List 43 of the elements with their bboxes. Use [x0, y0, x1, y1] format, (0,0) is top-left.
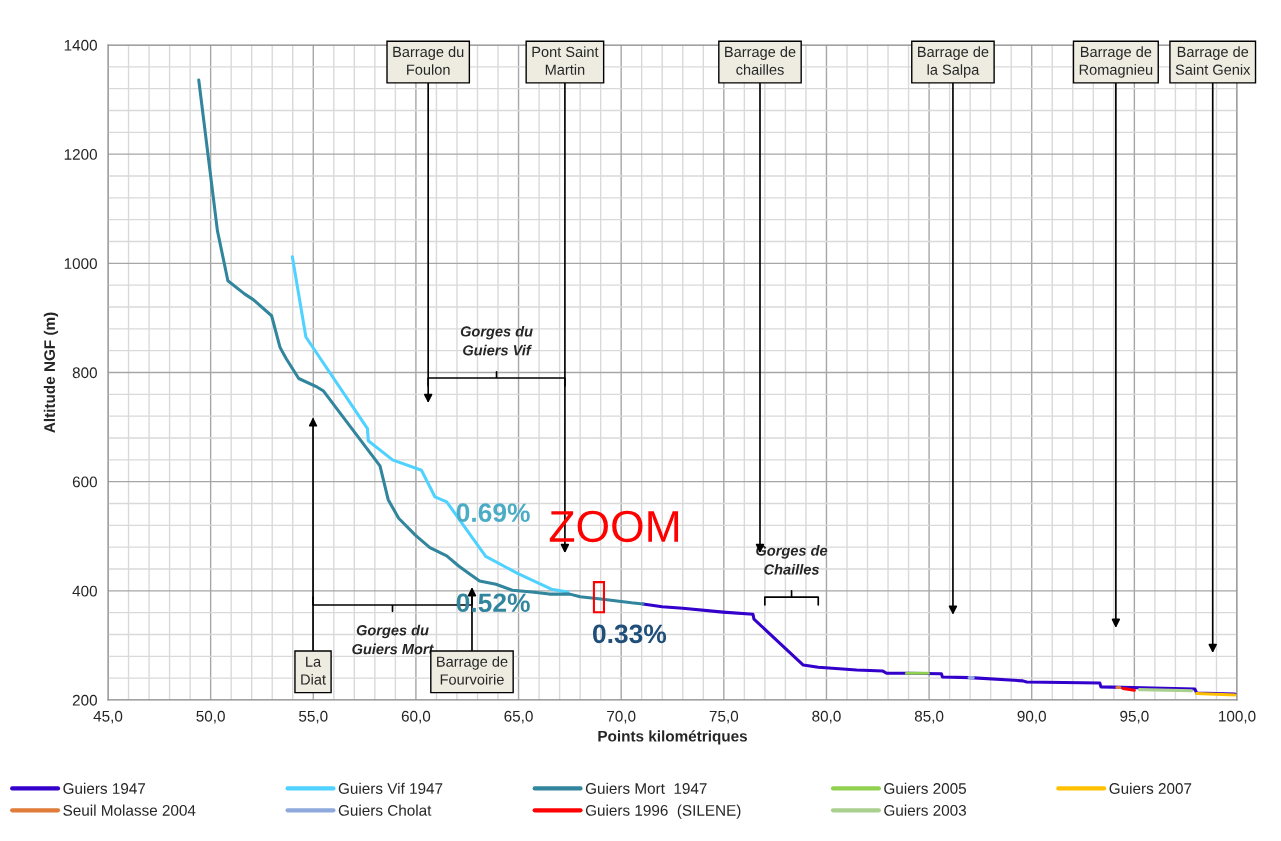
x-tick-label: 80,0: [812, 710, 841, 724]
x-tick-label: 65,0: [504, 710, 533, 724]
x-tick-label: 50,0: [196, 710, 225, 724]
annotation: Pont Saint Martin: [532, 46, 599, 75]
x-tick-label: 55,0: [299, 710, 328, 724]
annotation: Barrage de la Salpa: [918, 46, 989, 78]
annotation: Barrage du Foulon: [393, 46, 464, 75]
legend-label: Guiers Mort 1947: [585, 782, 707, 794]
legend-label: Guiers 1996 (SILENE): [585, 804, 741, 819]
y-tick-label: 400: [72, 585, 97, 597]
legend-label: Guiers 1947: [63, 782, 146, 794]
annotation: Gorges de Chailles: [756, 545, 828, 575]
annotation: 0.69%: [456, 503, 530, 523]
y-tick-label: 1200: [64, 149, 97, 160]
annotation: La Diat: [301, 656, 326, 685]
legend-label: Guiers 2007: [1109, 782, 1192, 794]
annotation: Barrage de chailles: [725, 46, 796, 75]
x-axis-title: Points kilométriques: [598, 730, 748, 745]
y-tick-label: 1000: [64, 258, 97, 270]
x-tick-label: 95,0: [1120, 710, 1149, 724]
annotation: Gorges du Guiers Mort: [352, 624, 434, 655]
annotation: Barrage de Romagnieu: [1079, 46, 1153, 78]
y-axis-title: Altitude NGF (m): [43, 312, 59, 433]
annotation: Barrage de Saint Genix: [1175, 46, 1251, 75]
x-tick-label: 90,0: [1017, 710, 1046, 724]
annotation: 0.33%: [593, 624, 667, 644]
y-tick-label: 800: [72, 367, 97, 379]
y-tick-label: 600: [72, 476, 97, 488]
legend-label: Guiers 2005: [884, 782, 967, 794]
legend-label: Guiers 2003: [884, 804, 966, 816]
y-tick-label: 200: [72, 694, 97, 706]
annotation: Gorges du Guiers Vif: [460, 325, 533, 356]
x-tick-label: 70,0: [607, 710, 636, 724]
legend-label: Seuil Molasse 2004: [63, 804, 196, 816]
x-tick-label: 75,0: [709, 710, 739, 724]
annotation: Barrage de Fourvoirie: [437, 656, 508, 685]
x-tick-label: 60,0: [401, 710, 431, 724]
legend-label: Guiers Vif 1947: [338, 782, 443, 794]
legend-label: Guiers Cholat: [338, 804, 432, 816]
x-tick-label: 100,0: [1219, 710, 1256, 724]
x-tick-label: 45,0: [93, 710, 123, 724]
y-tick-label: 1400: [64, 39, 97, 51]
x-tick-label: 85,0: [914, 710, 944, 724]
